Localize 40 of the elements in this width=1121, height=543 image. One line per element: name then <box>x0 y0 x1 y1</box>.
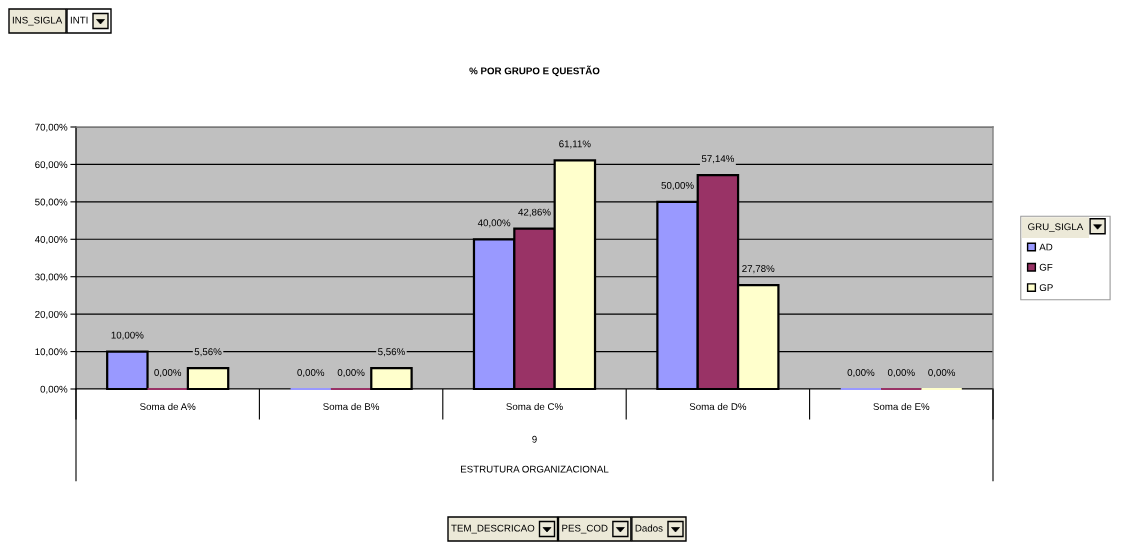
y-tick-label: 30,00% <box>35 273 68 282</box>
legend-label: GF <box>1039 263 1053 271</box>
x-tick-label: Soma de C% <box>506 402 563 411</box>
legend-label: AD <box>1039 243 1053 251</box>
x-tick-label: Soma de E% <box>873 402 930 411</box>
text: ESTRUTURA ORGANIZACIONAL <box>461 465 609 473</box>
text: Dados <box>635 524 663 532</box>
y-tick-label: 20,00% <box>35 310 68 319</box>
text: INS_SIGLA <box>12 16 63 26</box>
data-label: 57,14% <box>701 155 735 164</box>
data-label: 40,00% <box>477 219 511 228</box>
y-tick-label: 0,00% <box>40 385 68 394</box>
data-label: 42,86% <box>518 208 551 217</box>
data-label: 10,00% <box>111 331 144 340</box>
text: 9 <box>532 435 537 443</box>
data-label: 0,00% <box>297 369 325 378</box>
x-tick-label: Soma de B% <box>323 402 380 411</box>
data-label: 61,11% <box>559 140 591 149</box>
x-tick-label: Soma de D% <box>689 402 747 411</box>
data-label: 0,00% <box>928 369 956 378</box>
y-tick-label: 40,00% <box>34 236 68 245</box>
legend-title: GRU_SIGLA <box>1028 223 1084 232</box>
data-label: 0,00% <box>847 369 875 378</box>
data-label: 5,56% <box>378 348 405 357</box>
text: PES_COD <box>562 524 608 534</box>
y-tick-label: 60,00% <box>35 161 68 170</box>
data-label: 0,00% <box>887 369 915 378</box>
data-label: 0,00% <box>337 369 365 378</box>
y-tick-label: 10,00% <box>35 348 68 357</box>
y-tick-label: 70,00% <box>35 123 68 132</box>
data-label: 0,00% <box>154 369 182 378</box>
legend-label: GP <box>1039 284 1053 292</box>
x-tick-label: Soma de A% <box>140 402 196 411</box>
text: TEM_DESCRICAO <box>451 524 535 534</box>
chart-title: % POR GRUPO E QUESTÃO <box>469 65 600 77</box>
y-tick-label: 50,00% <box>35 198 68 207</box>
text: INTI <box>70 16 88 24</box>
data-label: 50,00% <box>661 181 694 190</box>
data-label: 27,78% <box>742 265 775 274</box>
data-label: 5,56% <box>194 348 222 357</box>
